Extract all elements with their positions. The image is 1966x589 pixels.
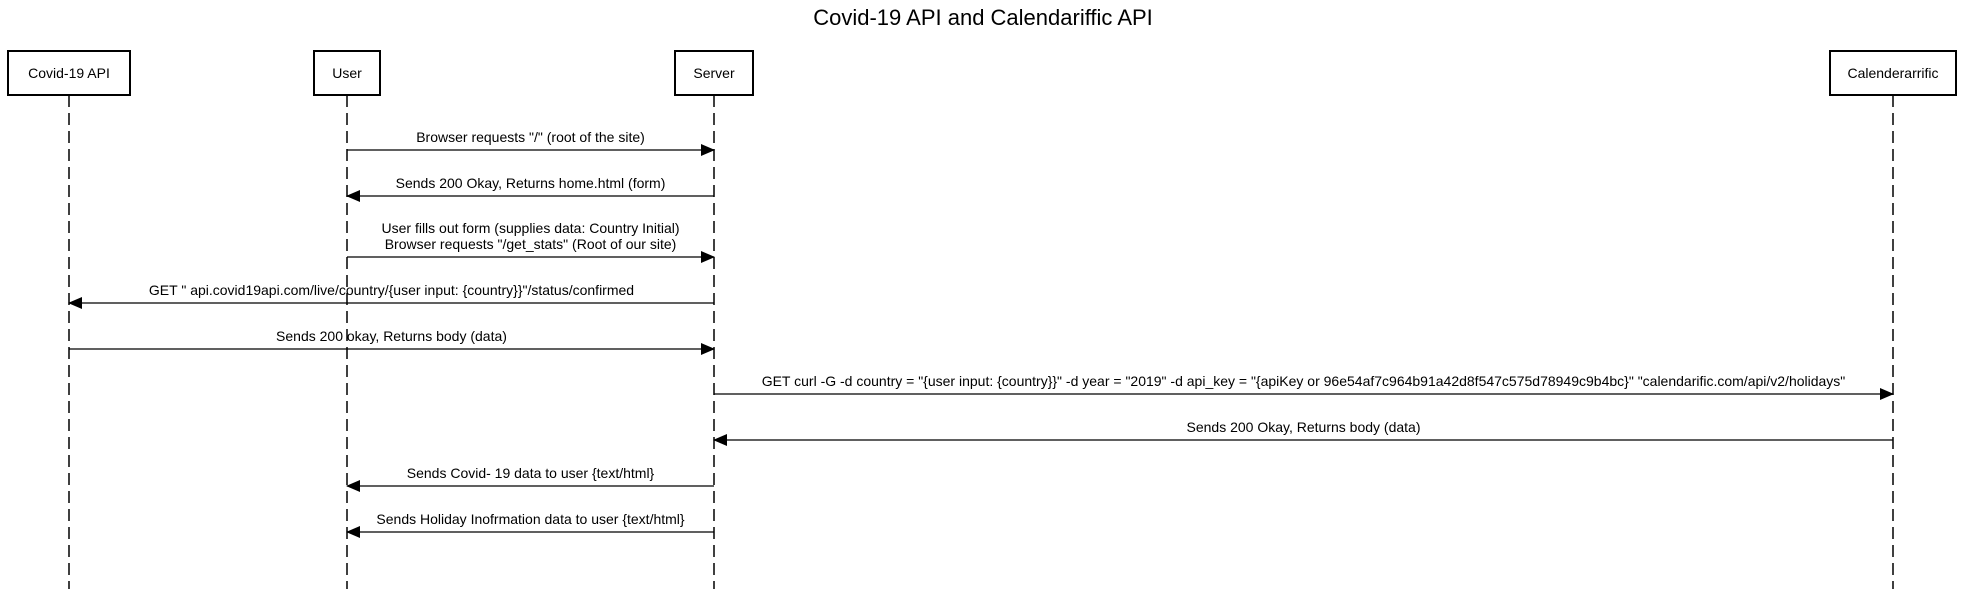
message-label: User fills out form (supplies data: Coun… <box>382 220 680 236</box>
actor-user: User <box>313 50 381 96</box>
message-8: Sends Covid- 19 data to user {text/html} <box>346 465 714 492</box>
diagram-title: Covid-19 API and Calendariffic API <box>813 5 1153 30</box>
message-3: User fills out form (supplies data: Coun… <box>347 220 715 263</box>
actor-cal: Calenderarrific <box>1829 50 1957 96</box>
message-label: Sends Holiday Inofrmation data to user {… <box>376 511 684 527</box>
actor-server: Server <box>674 50 754 96</box>
actor-box <box>1829 50 1957 96</box>
message-label: Sends Covid- 19 data to user {text/html} <box>407 465 655 481</box>
message-7: Sends 200 Okay, Returns body (data) <box>713 419 1893 446</box>
message-1: Browser requests "/" (root of the site) <box>347 129 715 156</box>
message-label: Browser requests "/get_stats" (Root of o… <box>385 236 677 252</box>
message-label: Sends 200 Okay, Returns home.html (form) <box>396 175 666 191</box>
message-2: Sends 200 Okay, Returns home.html (form) <box>346 175 714 202</box>
actor-box <box>313 50 381 96</box>
message-label: Sends 200 Okay, Returns body (data) <box>1187 419 1421 435</box>
message-6: GET curl -G -d country = "{user input: {… <box>714 373 1894 400</box>
message-label: Browser requests "/" (root of the site) <box>416 129 645 145</box>
actor-label: Calenderarrific <box>1847 65 1938 81</box>
actor-label: User <box>332 65 362 81</box>
message-label: Sends 200 okay, Returns body (data) <box>276 328 507 344</box>
message-5: Sends 200 okay, Returns body (data) <box>69 328 715 355</box>
actor-box <box>674 50 754 96</box>
actor-covid: Covid-19 API <box>7 50 131 96</box>
message-9: Sends Holiday Inofrmation data to user {… <box>346 511 714 538</box>
message-label: GET curl -G -d country = "{user input: {… <box>762 373 1846 389</box>
message-4: GET " api.covid19api.com/live/country/{u… <box>68 282 714 309</box>
actor-box <box>7 50 131 96</box>
message-label: GET " api.covid19api.com/live/country/{u… <box>149 282 634 298</box>
actor-label: Covid-19 API <box>28 65 110 81</box>
actor-label: Server <box>693 65 735 81</box>
